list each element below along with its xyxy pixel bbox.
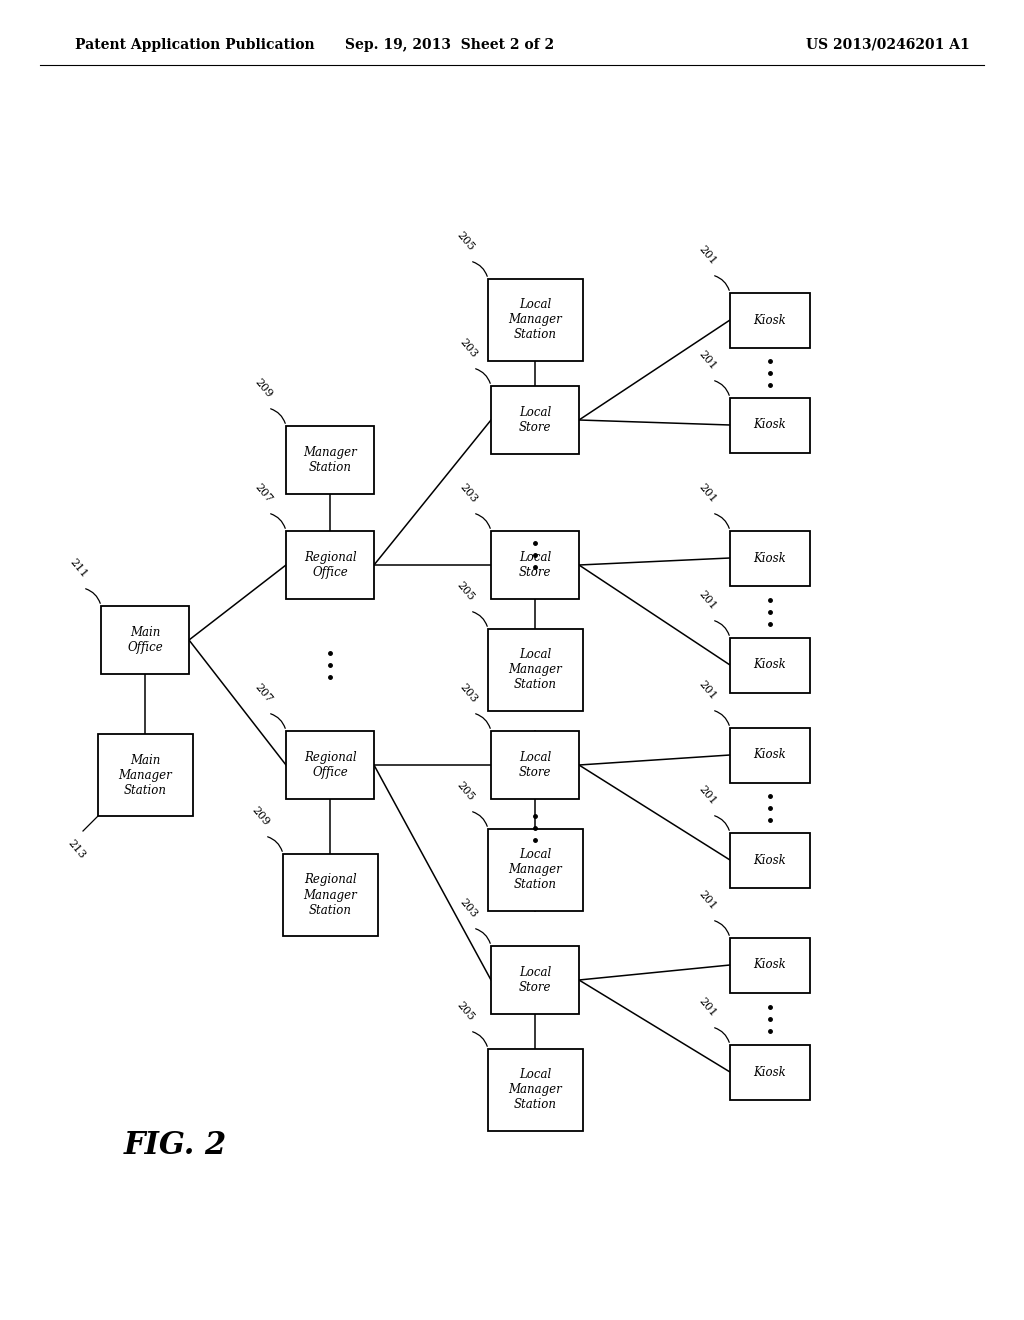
Text: 203: 203 bbox=[458, 482, 478, 506]
FancyBboxPatch shape bbox=[730, 531, 810, 586]
Text: 207: 207 bbox=[252, 682, 273, 705]
Text: 211: 211 bbox=[68, 557, 89, 579]
Text: Local
Store: Local Store bbox=[519, 751, 551, 779]
Text: Local
Manager
Station: Local Manager Station bbox=[508, 849, 562, 891]
Text: 205: 205 bbox=[455, 581, 476, 603]
FancyBboxPatch shape bbox=[487, 1049, 583, 1131]
Text: 201: 201 bbox=[696, 890, 718, 912]
Text: US 2013/0246201 A1: US 2013/0246201 A1 bbox=[806, 38, 970, 51]
Text: 205: 205 bbox=[455, 1001, 476, 1023]
FancyBboxPatch shape bbox=[97, 734, 193, 816]
Text: 201: 201 bbox=[696, 589, 718, 612]
FancyBboxPatch shape bbox=[487, 279, 583, 360]
Text: Kiosk: Kiosk bbox=[754, 552, 786, 565]
Text: Kiosk: Kiosk bbox=[754, 854, 786, 866]
Text: Main
Manager
Station: Main Manager Station bbox=[118, 754, 172, 796]
Text: Local
Manager
Station: Local Manager Station bbox=[508, 298, 562, 342]
Text: Local
Store: Local Store bbox=[519, 550, 551, 579]
FancyBboxPatch shape bbox=[490, 731, 579, 799]
FancyBboxPatch shape bbox=[487, 829, 583, 911]
Text: Kiosk: Kiosk bbox=[754, 958, 786, 972]
FancyBboxPatch shape bbox=[490, 385, 579, 454]
Text: 205: 205 bbox=[455, 230, 476, 253]
Text: 201: 201 bbox=[696, 482, 718, 506]
Text: Kiosk: Kiosk bbox=[754, 1065, 786, 1078]
Text: Kiosk: Kiosk bbox=[754, 748, 786, 762]
Text: Sep. 19, 2013  Sheet 2 of 2: Sep. 19, 2013 Sheet 2 of 2 bbox=[345, 38, 555, 51]
Text: FIG. 2: FIG. 2 bbox=[123, 1130, 226, 1160]
FancyBboxPatch shape bbox=[286, 731, 374, 799]
FancyBboxPatch shape bbox=[730, 397, 810, 453]
Text: 209: 209 bbox=[249, 805, 270, 828]
Text: 213: 213 bbox=[66, 838, 87, 861]
Text: Local
Store: Local Store bbox=[519, 966, 551, 994]
Text: 209: 209 bbox=[252, 378, 273, 400]
Text: Kiosk: Kiosk bbox=[754, 314, 786, 326]
FancyBboxPatch shape bbox=[286, 426, 374, 494]
FancyBboxPatch shape bbox=[730, 1044, 810, 1100]
Text: Patent Application Publication: Patent Application Publication bbox=[75, 38, 314, 51]
FancyBboxPatch shape bbox=[730, 293, 810, 347]
Text: Local
Store: Local Store bbox=[519, 407, 551, 434]
Text: Kiosk: Kiosk bbox=[754, 418, 786, 432]
Text: Local
Manager
Station: Local Manager Station bbox=[508, 648, 562, 692]
Text: 201: 201 bbox=[696, 784, 718, 807]
FancyBboxPatch shape bbox=[730, 638, 810, 693]
Text: 201: 201 bbox=[696, 244, 718, 267]
FancyBboxPatch shape bbox=[101, 606, 189, 675]
FancyBboxPatch shape bbox=[730, 833, 810, 887]
Text: Kiosk: Kiosk bbox=[754, 659, 786, 672]
Text: Manager
Station: Manager Station bbox=[303, 446, 357, 474]
FancyBboxPatch shape bbox=[490, 531, 579, 599]
Text: Regional
Office: Regional Office bbox=[304, 550, 356, 579]
Text: 203: 203 bbox=[458, 337, 478, 360]
FancyBboxPatch shape bbox=[487, 630, 583, 711]
FancyBboxPatch shape bbox=[730, 937, 810, 993]
Text: 207: 207 bbox=[252, 482, 273, 506]
Text: 201: 201 bbox=[696, 997, 718, 1019]
FancyBboxPatch shape bbox=[286, 531, 374, 599]
Text: 203: 203 bbox=[458, 682, 478, 705]
Text: 203: 203 bbox=[458, 898, 478, 920]
FancyBboxPatch shape bbox=[730, 727, 810, 783]
Text: Main
Office: Main Office bbox=[127, 626, 163, 653]
Text: 205: 205 bbox=[455, 780, 476, 803]
Text: 201: 201 bbox=[696, 350, 718, 372]
Text: Regional
Manager
Station: Regional Manager Station bbox=[303, 874, 357, 916]
FancyBboxPatch shape bbox=[490, 946, 579, 1014]
FancyBboxPatch shape bbox=[283, 854, 378, 936]
Text: 201: 201 bbox=[696, 680, 718, 702]
Text: Regional
Office: Regional Office bbox=[304, 751, 356, 779]
Text: Local
Manager
Station: Local Manager Station bbox=[508, 1068, 562, 1111]
